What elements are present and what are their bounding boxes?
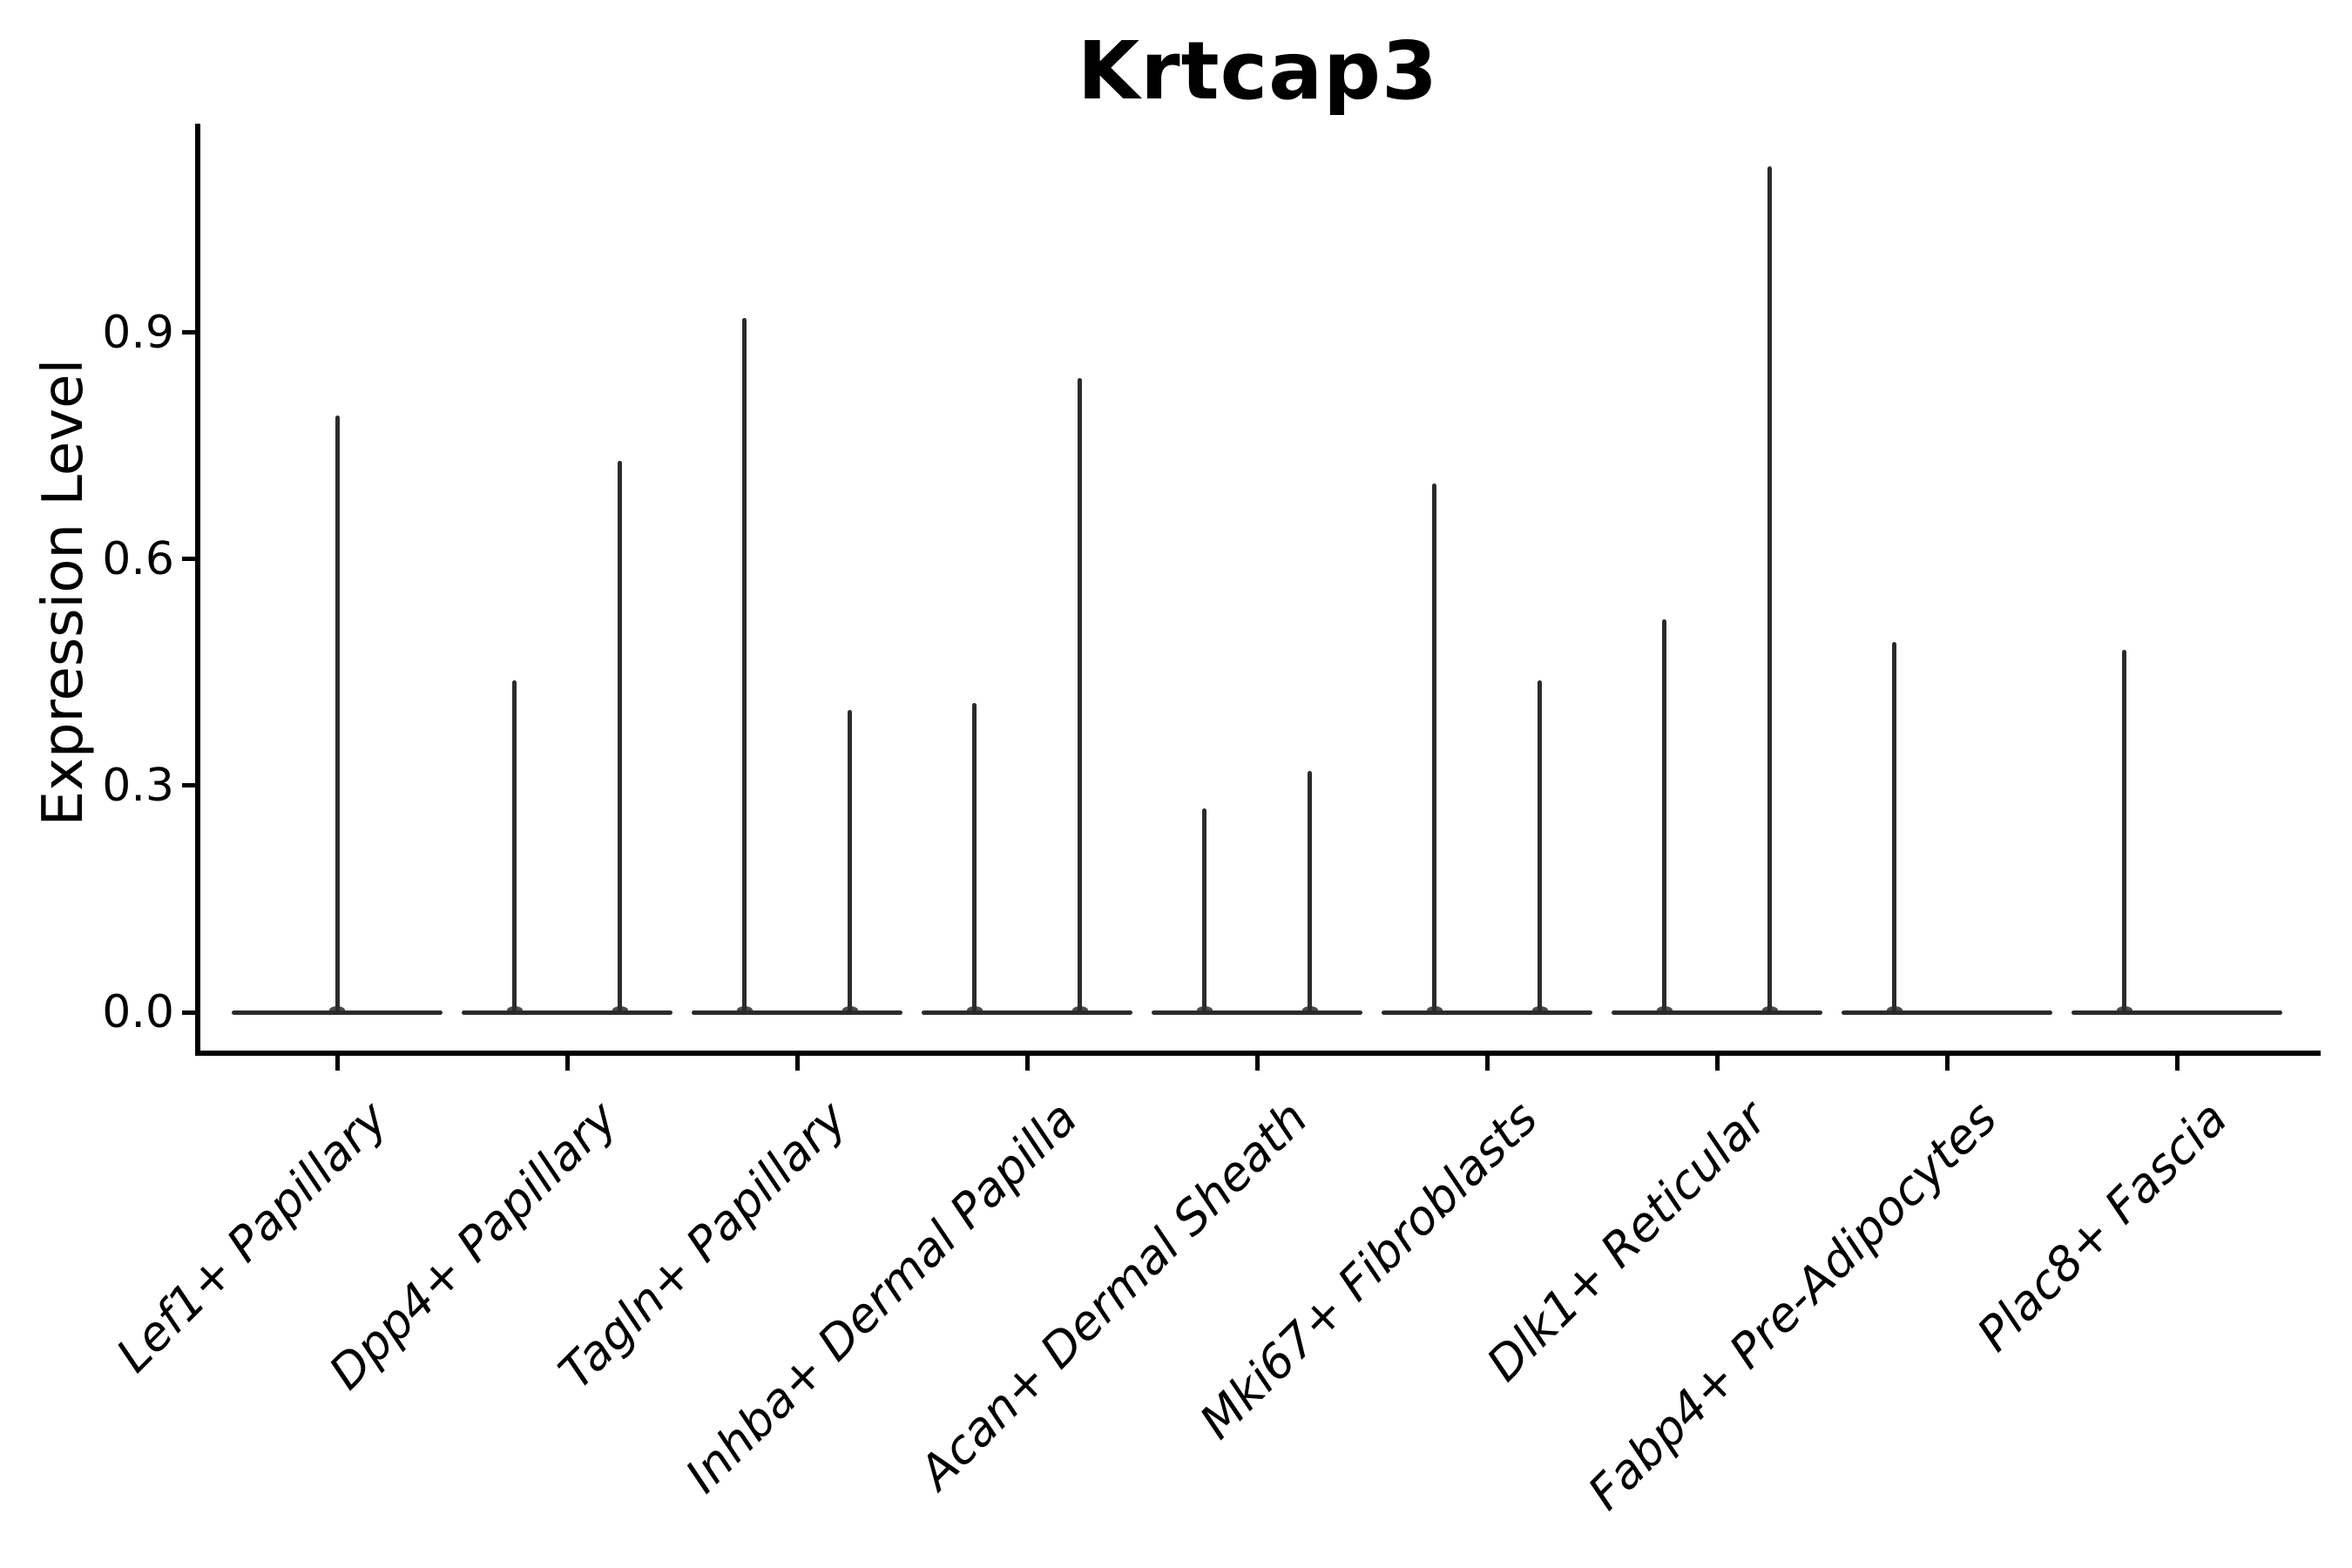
violin-baseline [462, 1010, 672, 1015]
violin-foot [329, 1006, 345, 1014]
violin-foot [966, 1006, 983, 1014]
x-tick [1254, 1056, 1260, 1071]
x-tick [1024, 1056, 1030, 1071]
violin-foot [1761, 1006, 1778, 1014]
violin-spike [335, 416, 340, 1014]
x-tick [1944, 1056, 1950, 1071]
x-axis-spine [195, 1051, 2321, 1056]
violin-foot [1301, 1006, 1318, 1014]
violin-foot [1656, 1006, 1673, 1014]
y-tick-label: 0.0 [102, 986, 174, 1038]
violin-foot [506, 1006, 523, 1014]
violin-spike [618, 461, 622, 1014]
y-tick [182, 557, 197, 562]
violin-foot [736, 1006, 753, 1014]
violin-foot [841, 1006, 858, 1014]
x-tick-label: Inhba+ Dermal Papilla [674, 1091, 1088, 1504]
x-tick-label: Acan+ Dermal Sheath [908, 1091, 1318, 1500]
violin-spike [742, 317, 747, 1014]
violin-foot [2116, 1006, 2132, 1014]
y-tick-label: 0.9 [102, 306, 174, 359]
violin-baseline [1612, 1010, 1822, 1015]
violin-foot [612, 1006, 628, 1014]
violin-spike [1538, 679, 1542, 1014]
violin-spike [1202, 808, 1206, 1014]
y-axis-spine [195, 124, 200, 1056]
violin-foot [1196, 1006, 1213, 1014]
violin-baseline [1382, 1010, 1592, 1015]
y-tick [182, 330, 197, 335]
violin-foot [1531, 1006, 1548, 1014]
violin-spike [2122, 649, 2126, 1014]
violin-spike [848, 710, 852, 1014]
x-tick-label: Fabp4+ Pre-Adipocytes [1578, 1091, 2008, 1521]
violin-foot [1071, 1006, 1088, 1014]
y-tick [182, 1010, 197, 1015]
x-tick [2174, 1056, 2180, 1071]
violin-baseline [2072, 1010, 2282, 1015]
violin-baseline [1152, 1010, 1362, 1015]
x-tick [564, 1056, 570, 1071]
violin-foot [1426, 1006, 1443, 1014]
x-tick-label: Plac8+ Fascia [1966, 1091, 2238, 1362]
y-tick-label: 0.3 [102, 759, 174, 812]
violin-baseline [922, 1010, 1132, 1015]
y-tick-label: 0.6 [102, 532, 174, 585]
x-tick [794, 1056, 800, 1071]
violin-baseline [692, 1010, 902, 1015]
x-tick [1484, 1056, 1490, 1071]
violin-spike [1432, 483, 1436, 1014]
violin-spike [1308, 770, 1312, 1014]
x-tick [1714, 1056, 1720, 1071]
violin-baseline [1842, 1010, 2052, 1015]
violin-spike [512, 679, 517, 1014]
violin-spike [972, 702, 977, 1014]
y-tick [182, 783, 197, 788]
violin-foot [1886, 1006, 1903, 1014]
violin-spike [1078, 377, 1082, 1014]
plot-title: Krtcap3 [1077, 24, 1439, 118]
x-tick [335, 1056, 340, 1071]
violin-spike [1662, 619, 1666, 1014]
violin-spike [1767, 166, 1772, 1014]
violin-spike [1892, 642, 1896, 1014]
